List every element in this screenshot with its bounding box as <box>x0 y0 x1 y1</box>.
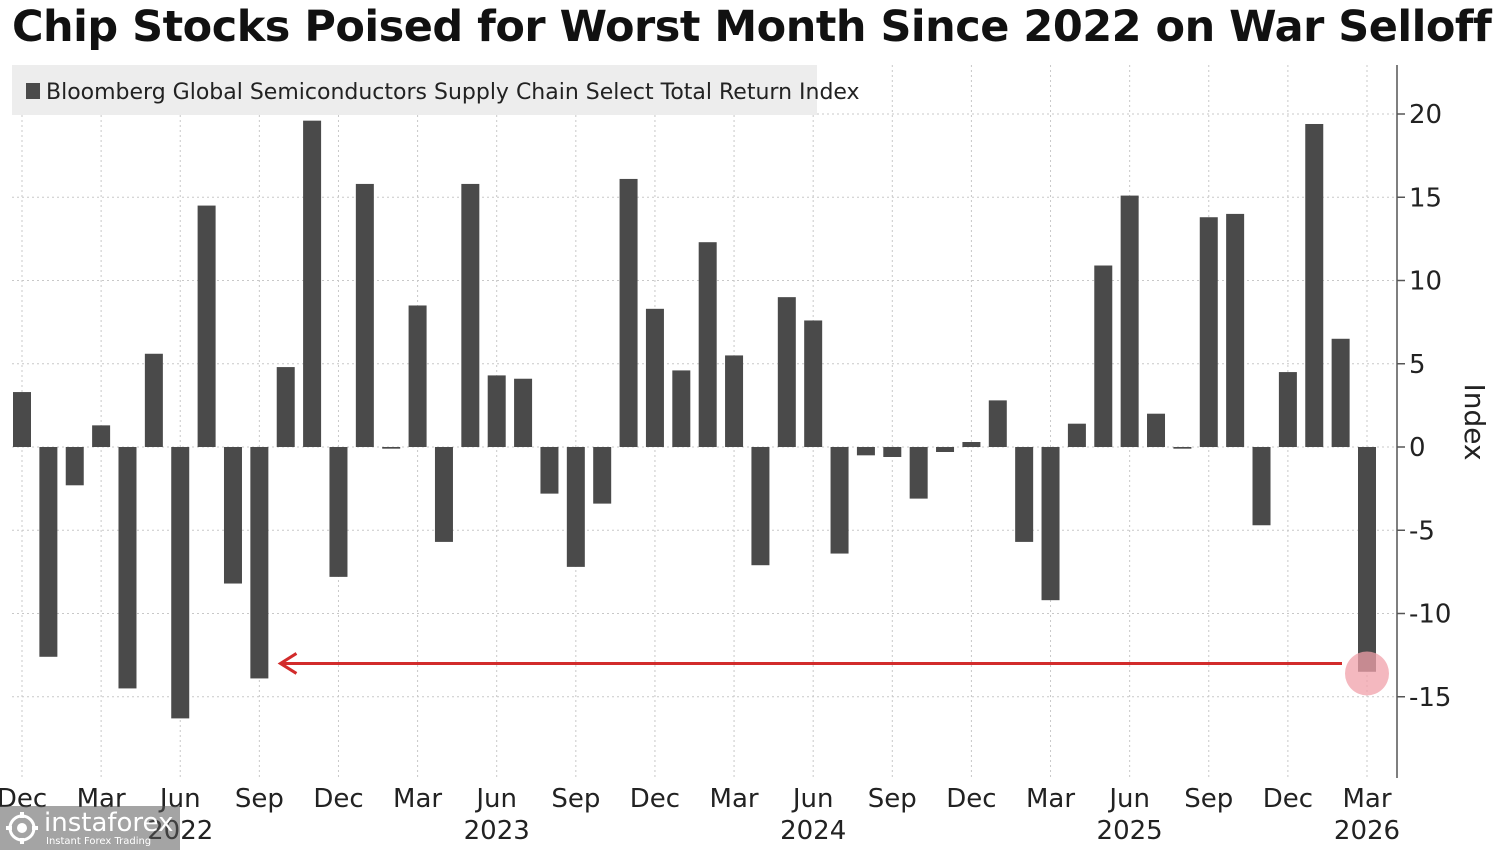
bar <box>408 305 427 447</box>
bar <box>382 447 401 449</box>
bar <box>197 205 216 447</box>
x-year-label: 2023 <box>464 816 530 846</box>
bar <box>1015 447 1034 542</box>
y-tick-label: -10 <box>1409 600 1451 630</box>
bar <box>39 447 58 657</box>
x-tick-label: Jun <box>791 784 834 814</box>
watermark: instaforex Instant Forex Trading <box>0 806 180 850</box>
bar <box>514 378 533 447</box>
x-tick-label: Sep <box>551 784 600 814</box>
x-tick-label: Mar <box>1026 784 1075 814</box>
bar <box>303 120 322 447</box>
bar <box>1252 447 1271 526</box>
bar <box>593 447 612 504</box>
bar <box>355 183 374 447</box>
bar <box>250 447 269 679</box>
bar <box>276 367 295 447</box>
watermark-tagline: Instant Forex Trading <box>46 836 152 847</box>
bar <box>329 447 348 577</box>
x-tick-label: Sep <box>235 784 284 814</box>
bar <box>1067 423 1086 447</box>
x-tick-label: Jun <box>474 784 517 814</box>
bar <box>751 447 770 566</box>
bar <box>909 447 928 499</box>
bar <box>698 242 717 447</box>
bar <box>223 447 242 584</box>
x-tick-label: Sep <box>1184 784 1233 814</box>
bar <box>1094 265 1113 447</box>
bar <box>487 375 506 447</box>
highlight-circle <box>1345 651 1389 696</box>
x-year-label: 2026 <box>1334 816 1400 846</box>
bar <box>856 447 875 456</box>
arrow-head-icon <box>277 652 298 675</box>
bar <box>988 400 1007 447</box>
x-year-label: 2024 <box>780 816 846 846</box>
x-tick-label: Mar <box>710 784 759 814</box>
gear-logo-icon <box>6 812 38 844</box>
legend-swatch <box>26 83 40 99</box>
bar <box>1147 413 1166 447</box>
bar <box>1173 447 1192 449</box>
y-tick-label: 10 <box>1409 267 1442 297</box>
x-year-label: 2025 <box>1097 816 1163 846</box>
bar <box>540 447 559 494</box>
y-axis-title: Index <box>1458 383 1491 460</box>
bar <box>1278 372 1297 447</box>
y-tick-label: -5 <box>1409 516 1435 546</box>
bar <box>13 392 31 447</box>
bar <box>1331 338 1350 447</box>
bar <box>1041 447 1060 601</box>
y-tick-label: -15 <box>1409 683 1451 713</box>
bar <box>118 447 137 689</box>
bar <box>171 447 190 719</box>
bar <box>804 320 823 447</box>
bar <box>144 353 163 447</box>
bar <box>566 447 585 567</box>
x-tick-label: Dec <box>630 784 680 814</box>
bar <box>434 447 453 542</box>
bar <box>619 178 638 447</box>
y-tick-label: 0 <box>1409 433 1426 463</box>
bar <box>1226 213 1245 447</box>
y-tick-label: 5 <box>1409 350 1426 380</box>
legend-label: Bloomberg Global Semiconductors Supply C… <box>46 80 860 105</box>
x-tick-label: Dec <box>313 784 363 814</box>
bar <box>962 442 981 447</box>
bar <box>92 425 111 447</box>
bar <box>461 183 480 447</box>
bar <box>672 370 691 447</box>
legend-box <box>12 65 817 115</box>
x-tick-label: Dec <box>946 784 996 814</box>
bar <box>777 297 796 447</box>
watermark-name: instaforex <box>44 808 174 838</box>
x-tick-label: Mar <box>1342 784 1391 814</box>
x-tick-label: Jun <box>1107 784 1150 814</box>
bar <box>645 308 664 447</box>
bar <box>65 447 84 486</box>
bar <box>1199 217 1218 447</box>
bar <box>830 447 849 554</box>
x-tick-label: Mar <box>393 784 442 814</box>
bar <box>725 355 744 447</box>
bar <box>1358 447 1376 672</box>
chart-title: Chip Stocks Poised for Worst Month Since… <box>12 2 1492 52</box>
bar <box>883 447 902 457</box>
x-tick-label: Sep <box>868 784 917 814</box>
y-tick-label: 15 <box>1409 183 1442 213</box>
bar <box>1120 195 1139 447</box>
bar <box>936 447 955 452</box>
bar <box>1305 123 1324 448</box>
y-tick-label: 20 <box>1409 100 1442 130</box>
x-tick-label: Dec <box>1263 784 1313 814</box>
